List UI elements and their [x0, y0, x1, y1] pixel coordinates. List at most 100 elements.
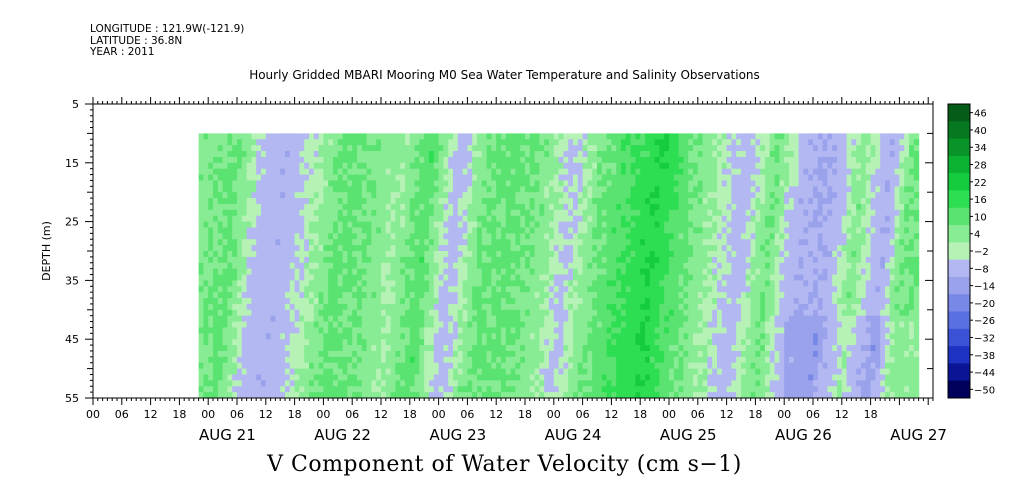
heatmap-cell — [347, 292, 353, 299]
heatmap-cell — [659, 162, 665, 170]
heatmap-cell — [405, 239, 411, 246]
heatmap-cell — [697, 268, 704, 276]
heatmap-cell — [342, 392, 348, 398]
heatmap-cell — [496, 256, 502, 264]
heatmap-cell — [385, 186, 392, 193]
heatmap-cell — [361, 303, 368, 311]
heatmap-cell — [472, 392, 478, 398]
heatmap-cell — [683, 286, 689, 293]
heatmap-cell — [198, 233, 204, 240]
heatmap-cell — [563, 251, 569, 258]
heatmap-cell — [635, 215, 641, 223]
heatmap-cell — [573, 333, 579, 340]
heatmap-cell — [342, 262, 348, 270]
heatmap-cell — [491, 386, 497, 393]
heatmap-cell — [659, 392, 665, 398]
heatmap-cell — [515, 192, 521, 199]
heatmap-cell — [237, 262, 243, 270]
heatmap-cell — [342, 345, 348, 352]
heatmap-cell — [669, 374, 675, 381]
heatmap-cell — [304, 339, 310, 346]
heatmap-cell — [472, 362, 478, 370]
heatmap-cell — [304, 392, 310, 398]
heatmap-cell — [673, 209, 680, 217]
heatmap-cell — [256, 209, 262, 217]
heatmap-cell — [597, 292, 603, 299]
heatmap-cell — [352, 280, 358, 287]
heatmap-cell — [232, 298, 238, 305]
heatmap-cell — [525, 333, 531, 340]
heatmap-cell — [232, 327, 238, 334]
heatmap-cell — [481, 380, 488, 387]
heatmap-cell — [462, 133, 468, 140]
heatmap-cell — [217, 198, 224, 205]
heatmap-cell — [664, 321, 670, 329]
heatmap-cell — [568, 368, 574, 376]
heatmap-cell — [721, 145, 728, 152]
heatmap-cell — [462, 192, 468, 199]
heatmap-cell — [390, 192, 396, 199]
heatmap-cell — [376, 162, 382, 170]
heatmap-cell — [347, 186, 353, 193]
heatmap-cell — [587, 321, 593, 329]
heatmap-cell — [707, 392, 713, 398]
heatmap-cell — [213, 350, 219, 358]
heatmap-cell — [544, 233, 550, 240]
heatmap-cell — [486, 298, 492, 305]
heatmap-cell — [352, 245, 358, 252]
heatmap-cell — [558, 292, 564, 299]
heatmap-cell — [241, 286, 248, 293]
heatmap-cell — [664, 221, 670, 229]
heatmap-cell — [649, 156, 656, 164]
heatmap-cell — [558, 174, 564, 182]
heatmap-cell — [635, 256, 641, 264]
heatmap-cell — [323, 245, 329, 252]
heatmap-cell — [510, 256, 516, 264]
heatmap-cell — [453, 386, 459, 393]
heatmap-cell — [683, 345, 689, 352]
heatmap-cell — [582, 303, 588, 311]
heatmap-cell — [659, 315, 665, 323]
heatmap-cell — [217, 392, 224, 398]
heatmap-cell — [563, 333, 569, 340]
heatmap-cell — [693, 168, 699, 176]
heatmap-cell — [707, 203, 713, 211]
heatmap-cell — [505, 227, 512, 234]
heatmap-cell — [630, 192, 636, 199]
heatmap-cell — [496, 268, 502, 276]
heatmap-cell — [611, 174, 617, 182]
heatmap-cell — [400, 333, 406, 340]
heatmap-cell — [352, 221, 358, 229]
heatmap-cell — [323, 139, 329, 146]
heatmap-cell — [357, 350, 363, 358]
heatmap-cell — [289, 327, 296, 334]
heatmap-cell — [558, 309, 564, 317]
heatmap-cell — [544, 345, 550, 352]
heatmap-cell — [520, 280, 526, 287]
heatmap-cell — [337, 315, 344, 323]
heatmap-cell — [659, 280, 665, 287]
heatmap-cell — [237, 315, 243, 323]
heatmap-cell — [227, 209, 233, 217]
heatmap-cell — [592, 356, 598, 364]
heatmap-cell — [597, 151, 603, 158]
heatmap-cell — [577, 339, 584, 346]
heatmap-cell — [721, 309, 728, 317]
heatmap-cell — [376, 215, 382, 223]
heatmap-cell — [501, 162, 507, 170]
heatmap-cell — [712, 192, 718, 199]
heatmap-cell — [241, 133, 248, 140]
heatmap-cell — [203, 374, 209, 381]
heatmap-cell — [529, 151, 536, 158]
heatmap-cell — [486, 192, 492, 199]
heatmap-cell — [371, 380, 377, 387]
heatmap-cell — [265, 233, 272, 240]
heatmap-cell — [529, 309, 536, 317]
heatmap-cell — [419, 374, 425, 381]
heatmap-cell — [313, 139, 320, 146]
heatmap-cell — [664, 362, 670, 370]
heatmap-cell — [237, 350, 243, 358]
heatmap-cell — [597, 350, 603, 358]
heatmap-cell — [275, 198, 281, 205]
heatmap-cell — [251, 362, 257, 370]
